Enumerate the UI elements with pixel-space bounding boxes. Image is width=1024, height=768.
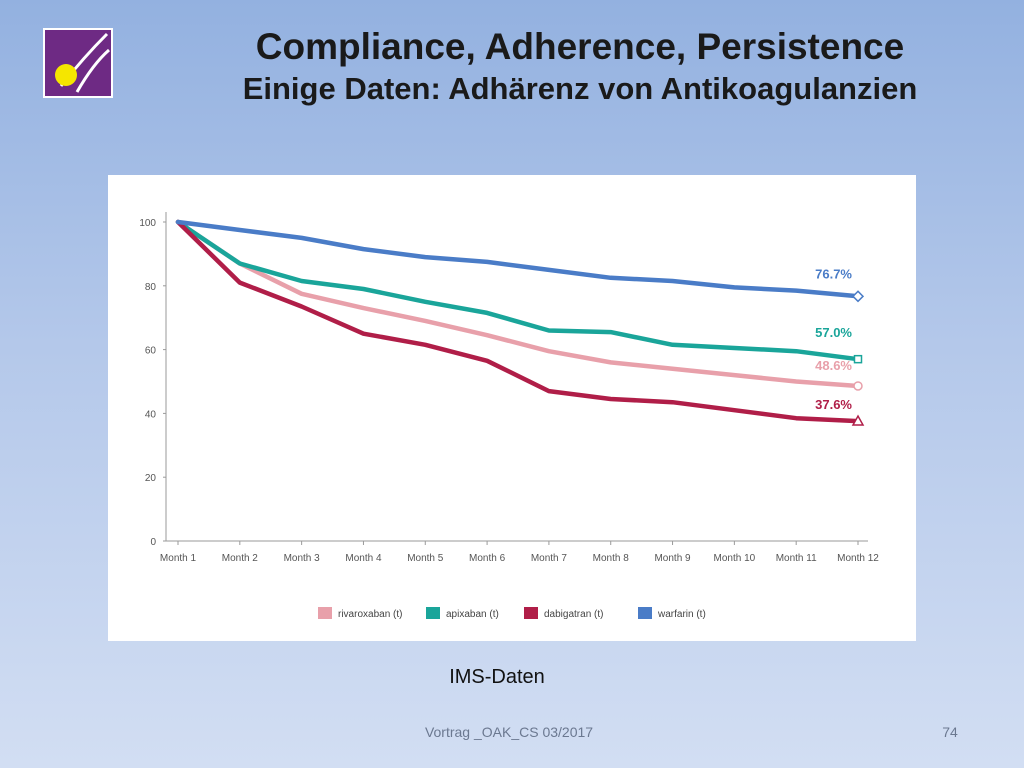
x-tick-label: Month 8: [593, 553, 630, 564]
source-caption: IMS-Daten: [0, 666, 1024, 689]
chart-panel: 0 20 40 60 80 100 Month 1 Month 2 Month 3 Month 4…: [108, 175, 916, 641]
series-line: [175, 219, 861, 299]
x-tick-label: Month 10: [714, 553, 756, 564]
y-tick-label: 20: [145, 473, 157, 484]
x-tick-label: Month 3: [284, 553, 321, 564]
series-end-marker: [853, 354, 863, 364]
y-tick-label: 80: [145, 282, 157, 293]
series-end-label: 57.0%: [815, 325, 852, 340]
legend-swatch: [426, 607, 440, 619]
x-tick-label: Month 11: [776, 553, 817, 564]
slide-subtitle: Einige Daten: Adhärenz von Antikoagulanz…: [242, 71, 918, 106]
x-tick-label: Month 7: [531, 553, 568, 564]
x-tick-label: Month 9: [654, 553, 691, 564]
x-tick-label: Month 6: [469, 553, 506, 564]
series-end-label: 48.6%: [815, 358, 852, 373]
series-line: [175, 219, 861, 362]
legend-label: warfarin (t): [657, 609, 706, 620]
source-caption-text: IMS-Daten: [449, 666, 545, 688]
series-end-label: 76.7%: [815, 266, 852, 281]
legend-swatch: [638, 607, 652, 619]
legend-label: dabigatran (t): [544, 609, 603, 620]
x-tick-label: Month 1: [160, 553, 197, 564]
page-number: 74: [942, 724, 958, 740]
y-tick-label: 60: [145, 346, 157, 357]
logo-icon: [43, 28, 113, 98]
footer: Vortrag _OAK_CS 03/2017: [0, 724, 1024, 740]
slide-title-block: Compliance, Adherence, Persistence Einig…: [140, 24, 1020, 108]
y-tick-label: 100: [139, 218, 156, 229]
y-tick-label: 0: [150, 537, 156, 548]
series-end-marker: [851, 414, 865, 426]
footer-text: Vortrag _OAK_CS 03/2017: [424, 724, 594, 740]
logo: [43, 28, 113, 98]
series-end-marker: [853, 381, 863, 391]
x-tick-label: Month 4: [345, 553, 382, 564]
adherence-chart: 0 20 40 60 80 100 Month 1 Month 2 Month 3 Month 4…: [139, 212, 879, 620]
series-end-label: 37.6%: [815, 397, 852, 412]
series-line: [175, 219, 861, 389]
legend-label: rivaroxaban (t): [338, 609, 402, 620]
x-tick-label: Month 2: [222, 553, 259, 564]
legend-label: apixaban (t): [446, 609, 499, 620]
x-tick-label: Month 12: [837, 553, 879, 564]
legend-swatch: [524, 607, 538, 619]
x-tick-label: Month 5: [407, 553, 444, 564]
legend-swatch: [318, 607, 332, 619]
series-line: [175, 219, 861, 424]
series-end-marker: [851, 290, 865, 303]
y-tick-label: 40: [145, 409, 157, 420]
slide-title: Compliance, Adherence, Persistence: [255, 26, 905, 67]
